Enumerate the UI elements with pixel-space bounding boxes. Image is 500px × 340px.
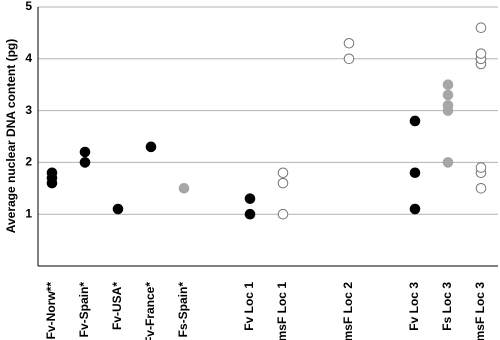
point <box>442 89 454 101</box>
y-axis-label: Average nuclear DNA content (pg) <box>4 39 18 233</box>
x-tick-label: Fv-USA* <box>110 282 124 330</box>
y-tick-label: 2 <box>25 155 32 169</box>
x-tick-label: Fv-Norw** <box>44 282 58 340</box>
point <box>277 167 289 179</box>
point <box>277 208 289 220</box>
point <box>244 193 256 204</box>
x-tick-label: smsF Loc 3 <box>473 282 487 340</box>
point <box>145 141 157 153</box>
point <box>442 157 454 168</box>
point <box>79 146 91 158</box>
y-tick-label: 1 <box>25 206 32 220</box>
x-tick-label: smsF Loc 1 <box>275 282 289 340</box>
y-tick-label: 3 <box>25 103 32 117</box>
point <box>277 177 289 189</box>
point <box>112 203 124 215</box>
point <box>178 183 190 194</box>
x-tick-label: Fv-France* <box>143 282 157 340</box>
point <box>475 183 487 194</box>
point <box>475 22 487 34</box>
point <box>343 37 355 49</box>
point <box>46 167 58 179</box>
point <box>475 48 487 59</box>
point <box>409 203 421 215</box>
y-tick-label: 4 <box>25 51 32 65</box>
point <box>442 100 454 111</box>
x-tick-label: Fv Loc 3 <box>407 282 421 331</box>
x-tick-label: Fv-Spain* <box>77 282 91 338</box>
point <box>79 157 91 168</box>
point <box>244 208 256 220</box>
y-tick-label: 5 <box>25 0 32 13</box>
point <box>343 53 355 65</box>
point <box>475 162 487 173</box>
x-tick-label: Fs Loc 3 <box>440 282 454 331</box>
point <box>409 115 421 127</box>
x-tick-label: Fs-Spain* <box>176 282 190 338</box>
point <box>442 79 454 90</box>
x-tick-label: smsF Loc 2 <box>341 282 355 340</box>
point <box>409 167 421 179</box>
x-tick-label: Fv Loc 1 <box>242 282 256 331</box>
